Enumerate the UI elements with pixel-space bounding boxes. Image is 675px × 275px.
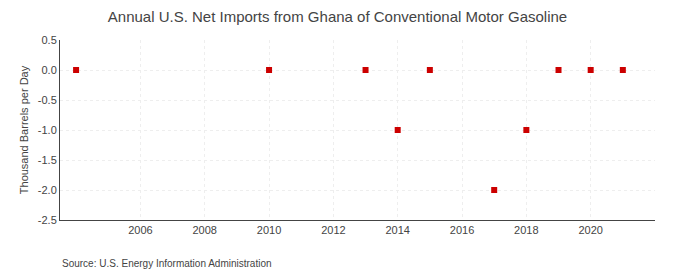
svg-text:2012: 2012 [321, 224, 345, 236]
svg-text:0.0: 0.0 [42, 64, 57, 76]
svg-text:2018: 2018 [514, 224, 538, 236]
svg-text:-1.0: -1.0 [38, 124, 57, 136]
svg-text:-1.5: -1.5 [38, 154, 57, 166]
svg-text:2008: 2008 [192, 224, 216, 236]
svg-text:2006: 2006 [128, 224, 152, 236]
svg-text:2010: 2010 [257, 224, 281, 236]
svg-text:2014: 2014 [385, 224, 409, 236]
svg-text:Annual U.S. Net Imports from G: Annual U.S. Net Imports from Ghana of Co… [108, 8, 567, 25]
svg-text:-2.0: -2.0 [38, 184, 57, 196]
svg-text:0.5: 0.5 [42, 34, 57, 46]
svg-text:2016: 2016 [450, 224, 474, 236]
svg-text:Source: U.S. Energy Informatio: Source: U.S. Energy Information Administ… [62, 258, 272, 269]
svg-text:-0.5: -0.5 [38, 94, 57, 106]
svg-text:2020: 2020 [578, 224, 602, 236]
svg-text:Thousand Barrels per Day: Thousand Barrels per Day [18, 65, 30, 194]
svg-text:-2.5: -2.5 [38, 214, 57, 226]
